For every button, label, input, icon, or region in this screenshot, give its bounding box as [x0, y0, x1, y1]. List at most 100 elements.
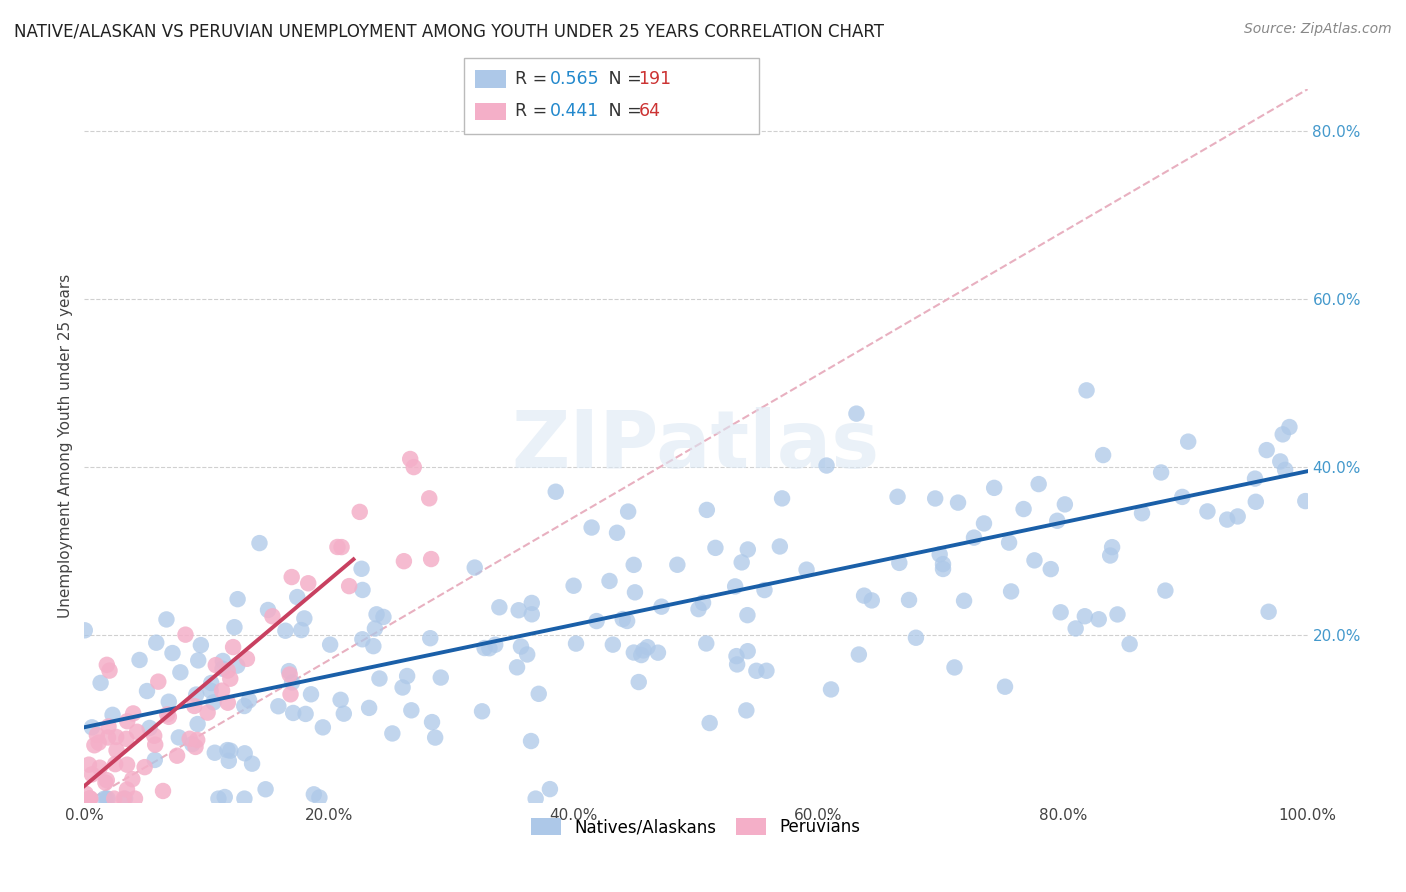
Point — [520, 607, 543, 622]
Point — [184, 739, 207, 754]
Point — [97, 791, 120, 805]
Point — [1256, 443, 1278, 458]
Point — [98, 664, 121, 678]
Point — [217, 743, 239, 757]
Point — [97, 731, 120, 745]
Point — [124, 791, 146, 805]
Point — [1118, 637, 1140, 651]
Point — [166, 748, 188, 763]
Point — [274, 624, 297, 638]
Point — [516, 648, 538, 662]
Point — [562, 579, 585, 593]
Point — [329, 693, 352, 707]
Point — [183, 698, 205, 713]
Point — [207, 791, 229, 805]
Point — [1226, 509, 1249, 524]
Point — [998, 535, 1021, 549]
Point — [134, 760, 156, 774]
Point — [366, 607, 388, 622]
Point — [373, 610, 395, 624]
Point — [218, 754, 240, 768]
Point — [1049, 605, 1071, 619]
Point — [204, 658, 226, 673]
Point — [96, 791, 118, 805]
Point — [179, 731, 201, 746]
Point — [326, 540, 349, 554]
Point — [157, 695, 180, 709]
Point — [420, 715, 443, 730]
Point — [267, 699, 290, 714]
Point — [647, 646, 669, 660]
Point — [1130, 506, 1153, 520]
Point — [187, 717, 209, 731]
Point — [943, 660, 966, 674]
Point — [233, 698, 256, 713]
Point — [1270, 454, 1292, 468]
Point — [1278, 420, 1301, 434]
Point — [167, 731, 190, 745]
Y-axis label: Unemployment Among Youth under 25 years: Unemployment Among Youth under 25 years — [58, 274, 73, 618]
Point — [932, 557, 955, 571]
Point — [724, 579, 747, 593]
Point — [156, 707, 179, 722]
Point — [1101, 540, 1123, 554]
Point — [425, 731, 447, 745]
Point — [105, 730, 128, 744]
Point — [204, 746, 226, 760]
Text: NATIVE/ALASKAN VS PERUVIAN UNEMPLOYMENT AMONG YOUTH UNDER 25 YEARS CORRELATION C: NATIVE/ALASKAN VS PERUVIAN UNEMPLOYMENT … — [14, 22, 884, 40]
Point — [352, 632, 374, 647]
Point — [222, 640, 245, 654]
Point — [257, 603, 280, 617]
Point — [115, 757, 138, 772]
Point — [363, 639, 385, 653]
Point — [478, 641, 501, 656]
Point — [946, 495, 969, 509]
Point — [174, 627, 197, 641]
Point — [695, 636, 717, 650]
Point — [464, 560, 486, 574]
Point — [1154, 583, 1177, 598]
Point — [396, 669, 419, 683]
Point — [224, 620, 246, 634]
Point — [79, 791, 101, 805]
Point — [737, 608, 759, 623]
Point — [281, 675, 304, 690]
Point — [368, 672, 391, 686]
Point — [860, 593, 883, 607]
Point — [745, 664, 768, 678]
Point — [337, 579, 360, 593]
Point — [77, 791, 100, 805]
Text: 0.565: 0.565 — [550, 70, 599, 88]
Point — [299, 687, 322, 701]
Point — [96, 773, 118, 788]
Point — [420, 552, 443, 566]
Point — [138, 721, 160, 735]
Point — [217, 664, 239, 678]
Point — [181, 737, 204, 751]
Point — [97, 719, 120, 733]
Point — [1074, 609, 1097, 624]
Point — [1171, 490, 1194, 504]
Point — [953, 594, 976, 608]
Point — [1150, 466, 1173, 480]
Point — [240, 756, 263, 771]
Point — [845, 407, 868, 421]
Point — [401, 703, 423, 717]
Point — [1092, 448, 1115, 462]
Point — [1177, 434, 1199, 449]
Point — [1244, 472, 1267, 486]
Point — [581, 520, 603, 534]
Point — [186, 733, 208, 747]
Point — [737, 542, 759, 557]
Point — [506, 660, 529, 674]
Point — [190, 638, 212, 652]
Point — [233, 791, 256, 805]
Point — [280, 570, 302, 584]
Point — [633, 643, 655, 657]
Point — [143, 738, 166, 752]
Point — [280, 687, 302, 701]
Point — [963, 531, 986, 545]
Point — [527, 687, 550, 701]
Text: ZIPatlas: ZIPatlas — [512, 407, 880, 485]
Point — [148, 674, 170, 689]
